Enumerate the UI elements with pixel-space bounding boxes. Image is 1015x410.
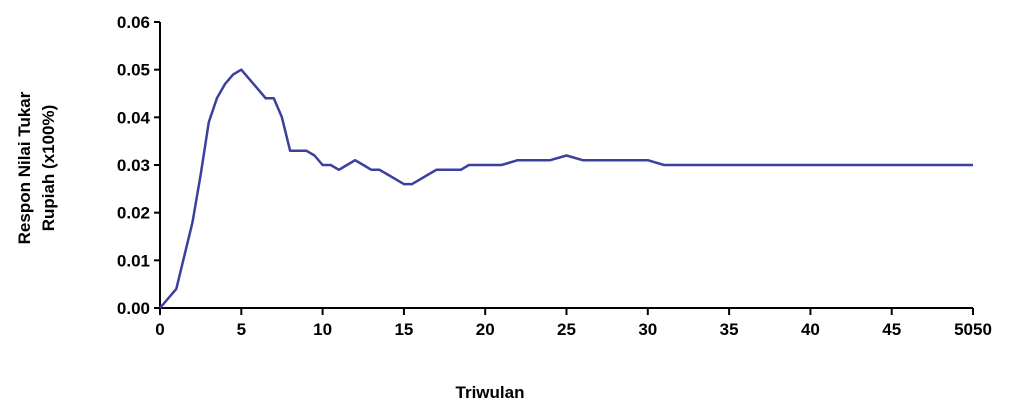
- x-tick-label: 10: [313, 320, 332, 339]
- y-tick-label: 0.05: [117, 61, 150, 80]
- x-tick-label: 25: [557, 320, 576, 339]
- series-line: [159, 68, 973, 309]
- x-tick-label: 15: [394, 320, 413, 339]
- y-tick-label: 0.02: [117, 204, 150, 223]
- x-tick-label: 20: [476, 320, 495, 339]
- x-tick-label: 5: [237, 320, 246, 339]
- x-tick-label: 5050: [954, 320, 992, 339]
- y-tick-label: 0.06: [117, 13, 150, 32]
- y-tick-label: 0.01: [117, 251, 150, 270]
- x-ticks: 0 5 10 15 20 25 30 35 40 45 5050: [155, 308, 992, 339]
- y-tick-label: 0.03: [117, 156, 150, 175]
- x-tick-label: 0: [155, 320, 164, 339]
- y-tick-label: 0.00: [117, 299, 150, 318]
- y-tick-label: 0.04: [117, 108, 151, 127]
- y-axis-title: Respon Nilai Tukar Rupiah (x100%): [15, 91, 58, 244]
- x-tick-label: 45: [882, 320, 901, 339]
- y-axis-title-line-1: Respon Nilai Tukar: [15, 91, 34, 244]
- y-axis-title-line-2: Rupiah (x100%): [39, 105, 58, 232]
- x-tick-label: 40: [801, 320, 820, 339]
- x-tick-label: 30: [638, 320, 657, 339]
- series: [159, 68, 973, 309]
- y-ticks: 0.00 0.01 0.02 0.03 0.04 0.05 0.06: [117, 13, 160, 318]
- x-tick-label: 35: [720, 320, 739, 339]
- x-axis-title: Triwulan: [456, 383, 525, 402]
